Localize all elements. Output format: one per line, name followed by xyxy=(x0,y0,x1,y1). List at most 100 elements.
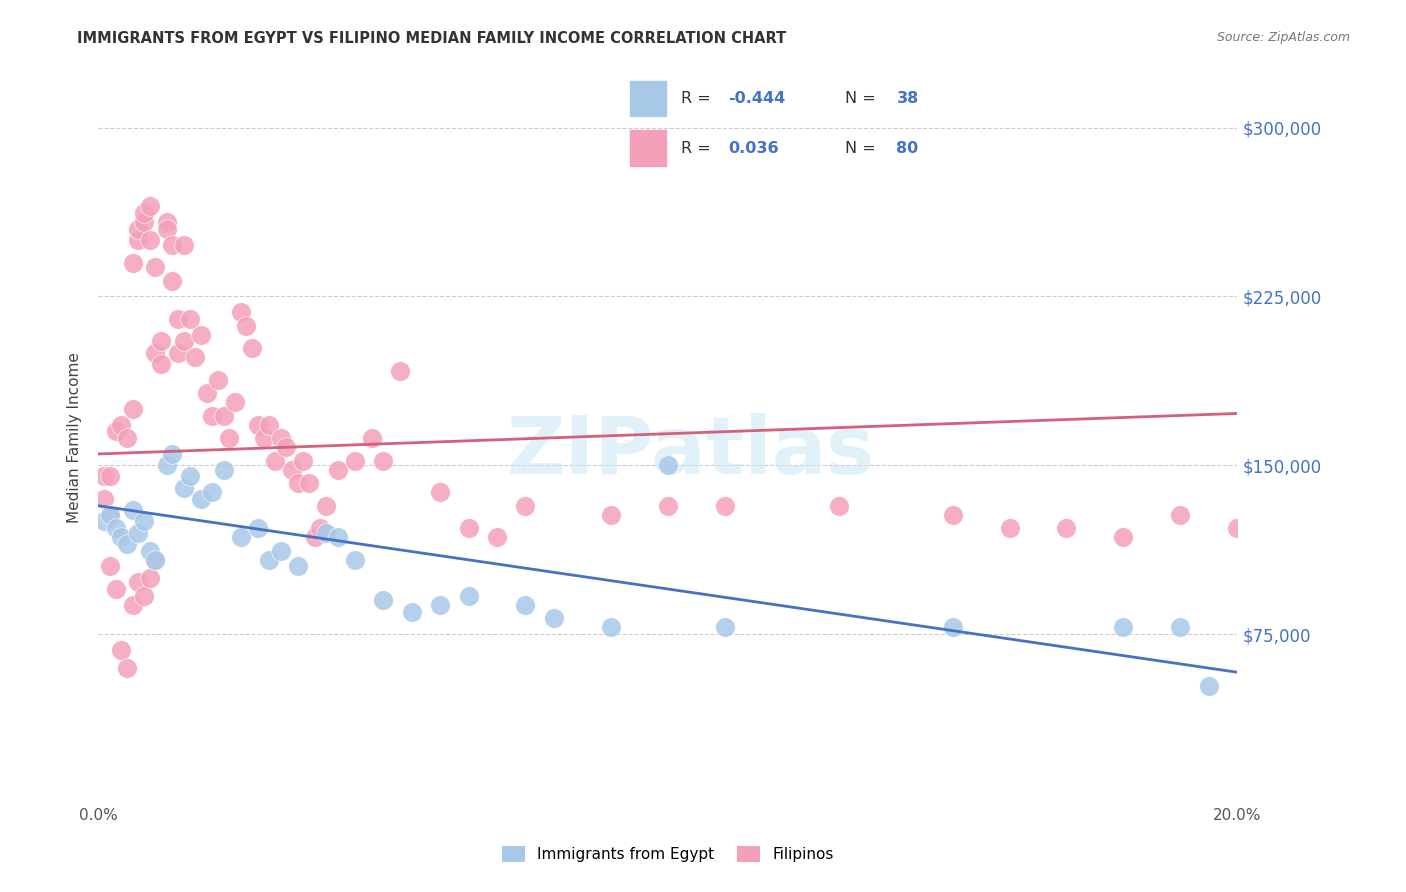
Point xyxy=(1198,679,1220,693)
Point xyxy=(235,318,257,333)
Point xyxy=(132,515,155,529)
Point xyxy=(162,447,184,461)
Point xyxy=(115,537,138,551)
Point xyxy=(373,453,395,467)
Point xyxy=(184,350,207,364)
Point xyxy=(714,499,737,513)
Point xyxy=(110,642,132,657)
Point xyxy=(240,341,263,355)
Point xyxy=(287,559,309,574)
Point xyxy=(145,553,167,567)
Point xyxy=(207,373,229,387)
Point xyxy=(343,453,366,467)
Point xyxy=(121,598,143,612)
Text: 80: 80 xyxy=(897,141,918,156)
Point xyxy=(224,395,246,409)
Point xyxy=(252,431,274,445)
Point xyxy=(287,476,309,491)
Point xyxy=(127,233,149,247)
Point xyxy=(942,620,965,634)
Text: R =: R = xyxy=(681,91,716,105)
Point xyxy=(104,582,127,596)
Point xyxy=(229,305,252,319)
Point xyxy=(543,611,565,625)
Point xyxy=(1056,521,1078,535)
Point xyxy=(195,386,218,401)
Point xyxy=(389,364,412,378)
Point xyxy=(657,499,679,513)
Point xyxy=(457,589,479,603)
Point xyxy=(457,521,479,535)
Point xyxy=(315,525,337,540)
Point xyxy=(173,237,195,252)
Point xyxy=(1170,620,1192,634)
Point xyxy=(98,508,121,522)
Point xyxy=(98,559,121,574)
Point xyxy=(162,237,184,252)
Point xyxy=(292,453,315,467)
Point xyxy=(298,476,321,491)
Text: ZIPatlas: ZIPatlas xyxy=(506,413,875,491)
Point xyxy=(515,598,537,612)
Point xyxy=(132,215,155,229)
Point xyxy=(93,469,115,483)
Point xyxy=(93,515,115,529)
Point xyxy=(1112,620,1135,634)
Point xyxy=(132,206,155,220)
Point xyxy=(121,503,143,517)
Text: N =: N = xyxy=(845,141,882,156)
Point xyxy=(138,543,160,558)
Point xyxy=(190,327,212,342)
Point xyxy=(104,425,127,439)
Point xyxy=(115,431,138,445)
Point xyxy=(104,521,127,535)
Point xyxy=(600,508,623,522)
Point xyxy=(373,593,395,607)
Point xyxy=(145,260,167,275)
Bar xyxy=(630,81,666,116)
Point xyxy=(121,255,143,269)
Point xyxy=(714,620,737,634)
Point xyxy=(304,530,326,544)
Point xyxy=(201,485,224,500)
Point xyxy=(179,469,201,483)
Text: -0.444: -0.444 xyxy=(728,91,786,105)
Point xyxy=(486,530,509,544)
Point xyxy=(259,417,281,432)
Point xyxy=(167,312,190,326)
Point xyxy=(998,521,1021,535)
Point xyxy=(309,521,332,535)
Point xyxy=(1112,530,1135,544)
Bar xyxy=(630,130,666,166)
Point xyxy=(150,357,173,371)
Point xyxy=(429,485,451,500)
Point xyxy=(246,417,269,432)
Point xyxy=(138,571,160,585)
Point xyxy=(600,620,623,634)
Point xyxy=(127,525,149,540)
Point xyxy=(315,499,337,513)
Point xyxy=(167,345,190,359)
Text: 0.036: 0.036 xyxy=(728,141,779,156)
Point xyxy=(138,233,160,247)
Point xyxy=(264,453,287,467)
Point xyxy=(145,553,167,567)
Y-axis label: Median Family Income: Median Family Income xyxy=(67,351,83,523)
Point xyxy=(98,508,121,522)
Point xyxy=(429,598,451,612)
Point xyxy=(281,463,304,477)
Point xyxy=(828,499,851,513)
Point xyxy=(229,530,252,544)
Point xyxy=(93,491,115,506)
Text: Source: ZipAtlas.com: Source: ZipAtlas.com xyxy=(1216,31,1350,45)
Point xyxy=(121,401,143,416)
Point xyxy=(110,530,132,544)
Point xyxy=(98,469,121,483)
Point xyxy=(218,431,240,445)
Point xyxy=(270,543,292,558)
Point xyxy=(127,575,149,590)
Point xyxy=(270,431,292,445)
Point xyxy=(162,274,184,288)
Point xyxy=(212,463,235,477)
Point xyxy=(156,215,179,229)
